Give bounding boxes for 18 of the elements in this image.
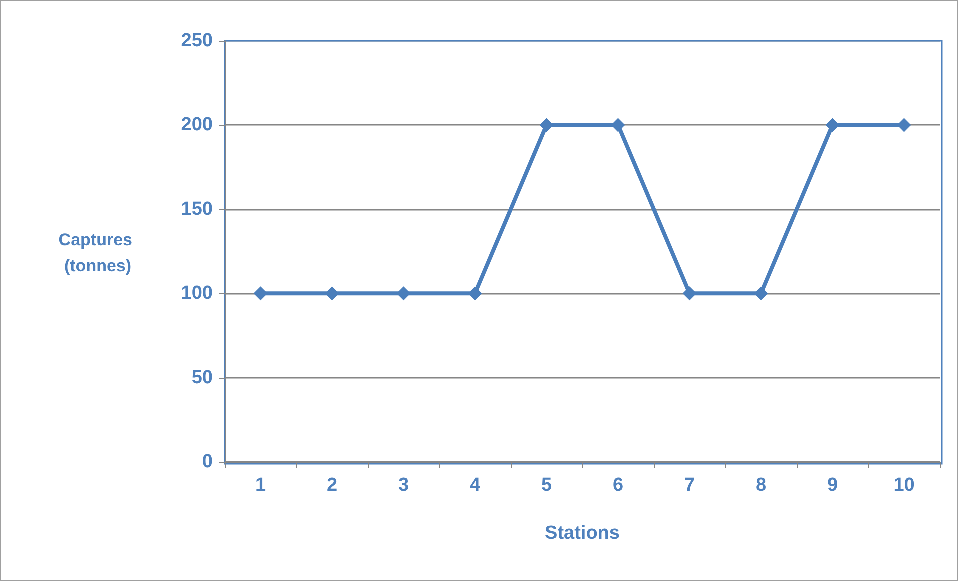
x-axis-title: Stations — [545, 523, 620, 544]
y-tick-label: 150 — [181, 198, 213, 220]
x-tick-label: 9 — [827, 475, 838, 496]
y-tick-label: 0 — [202, 452, 213, 472]
y-tick-label: 100 — [181, 283, 213, 304]
x-tick-label: 7 — [684, 475, 696, 496]
x-tick-label: 1 — [255, 475, 266, 496]
x-tick-label: 10 — [894, 475, 915, 496]
y-tick-label: 200 — [181, 114, 213, 136]
x-tick-label: 3 — [398, 475, 410, 496]
x-tick-label: 4 — [470, 475, 481, 496]
x-tick-label: 2 — [326, 475, 338, 496]
x-tick-label: 5 — [541, 475, 552, 496]
y-tick-label: 250 — [181, 30, 213, 52]
y-tick-label: 50 — [192, 367, 213, 388]
x-tick-label: 6 — [612, 475, 624, 496]
x-tick-label: 8 — [756, 475, 767, 496]
y-axis-title: Captures (tonnes) — [58, 230, 138, 276]
